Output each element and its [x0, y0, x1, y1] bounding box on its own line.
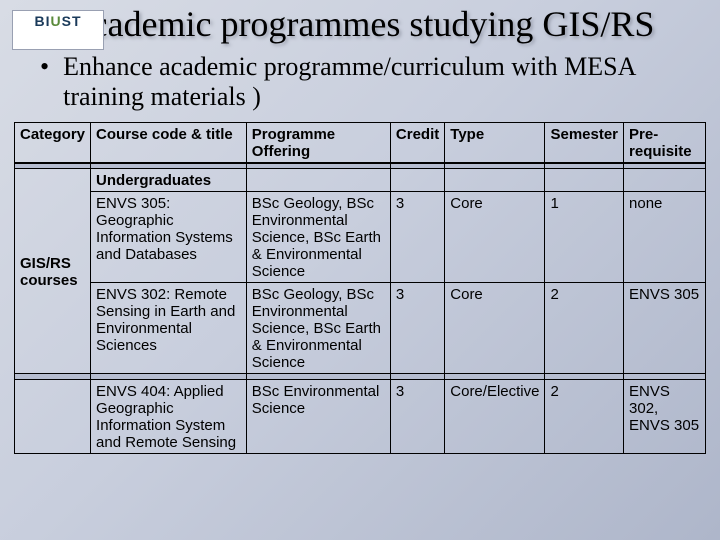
cell-course: ENVS 302: Remote Sensing in Earth and En…	[91, 283, 247, 374]
bullet-marker: •	[40, 52, 49, 112]
logo-seg1: BI	[34, 13, 50, 29]
cell-programme: BSc Environmental Science	[246, 380, 390, 454]
undergrad-label: Undergraduates	[91, 169, 247, 192]
bullet-text: Enhance academic programme/curriculum wi…	[63, 52, 680, 112]
cell-prereq: ENVS 302, ENVS 305	[624, 380, 706, 454]
table-row: ENVS 404: Applied Geographic Information…	[15, 380, 706, 454]
cell-semester: 2	[545, 283, 624, 374]
logo: BIUST	[12, 10, 104, 50]
logo-seg2: U	[50, 13, 61, 29]
cell-credit: 3	[390, 192, 444, 283]
course-table: Category Course code & title Programme O…	[14, 122, 706, 455]
cell-course: ENVS 404: Applied Geographic Information…	[91, 380, 247, 454]
table-header-row: Category Course code & title Programme O…	[15, 122, 706, 163]
page-title: Academic programmes studying GIS/RS	[0, 0, 720, 44]
cell-prereq: ENVS 305	[624, 283, 706, 374]
cell-credit: 3	[390, 380, 444, 454]
cell-programme: BSc Geology, BSc Environmental Science, …	[246, 192, 390, 283]
th-credit: Credit	[390, 122, 444, 163]
bullet-item: • Enhance academic programme/curriculum …	[40, 52, 680, 112]
cell-semester: 1	[545, 192, 624, 283]
undergrad-row: GIS/RS courses Undergraduates	[15, 169, 706, 192]
logo-text: BIUST	[13, 13, 103, 29]
cell-course: ENVS 305: Geographic Information Systems…	[91, 192, 247, 283]
th-programme: Programme Offering	[246, 122, 390, 163]
cell-semester: 2	[545, 380, 624, 454]
category-cell: GIS/RS courses	[15, 169, 91, 374]
table-row: ENVS 305: Geographic Information Systems…	[15, 192, 706, 283]
table-row: ENVS 302: Remote Sensing in Earth and En…	[15, 283, 706, 374]
th-prereq: Pre-requisite	[624, 122, 706, 163]
th-semester: Semester	[545, 122, 624, 163]
cell-type: Core	[445, 192, 545, 283]
course-table-wrap: Category Course code & title Programme O…	[14, 122, 706, 455]
cell-credit: 3	[390, 283, 444, 374]
cell-programme: BSc Geology, BSc Environmental Science, …	[246, 283, 390, 374]
cell-type: Core	[445, 283, 545, 374]
cell-prereq: none	[624, 192, 706, 283]
th-course: Course code & title	[91, 122, 247, 163]
th-category: Category	[15, 122, 91, 163]
logo-seg3: ST	[62, 13, 82, 29]
cell-type: Core/Elective	[445, 380, 545, 454]
th-type: Type	[445, 122, 545, 163]
